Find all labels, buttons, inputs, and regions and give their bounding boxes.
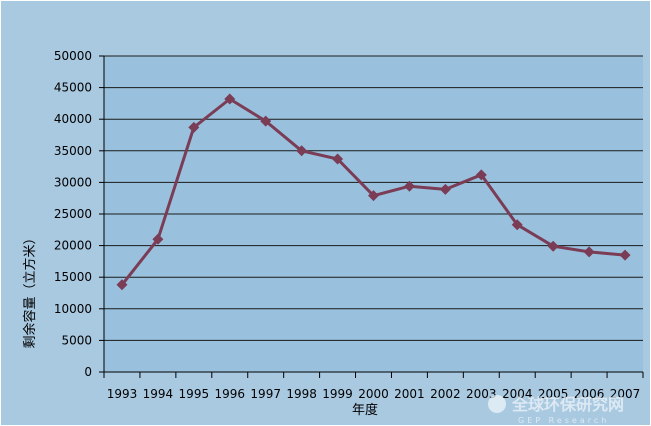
x-tick-label: 2003 <box>466 387 497 401</box>
data-point-marker <box>152 233 164 245</box>
y-tick-label: 5000 <box>61 333 92 347</box>
y-tick-label: 30000 <box>54 175 92 189</box>
x-tick-label: 2005 <box>538 387 569 401</box>
y-tick-label: 35000 <box>54 144 92 158</box>
y-axis-title: 剩余容量（立方米） <box>22 231 38 348</box>
y-tick-label: 25000 <box>54 207 92 221</box>
data-point-marker <box>116 279 128 291</box>
data-point-marker <box>619 249 631 261</box>
x-tick-label: 1996 <box>214 387 245 401</box>
x-axis-title: 年度 <box>352 402 378 418</box>
x-tick-label: 2004 <box>502 387 533 401</box>
y-tick-label: 15000 <box>54 270 92 284</box>
x-tick-label: 2006 <box>574 387 605 401</box>
x-tick-label: 1998 <box>286 387 317 401</box>
data-point-marker <box>439 183 451 195</box>
x-tick-label: 1995 <box>179 387 210 401</box>
x-tick-label: 2002 <box>430 387 461 401</box>
watermark: 全球环保研究网 GEP Research <box>488 395 624 425</box>
x-tick-label: 2007 <box>610 387 641 401</box>
data-point-marker <box>475 169 487 181</box>
watermark-text-cn: 全球环保研究网 <box>511 395 624 414</box>
y-tick-label: 0 <box>84 365 92 379</box>
watermark-text-en: GEP Research <box>518 416 609 425</box>
x-tick-label: 2000 <box>358 387 389 401</box>
x-tick-label: 2001 <box>394 387 425 401</box>
x-tick-label: 1999 <box>322 387 353 401</box>
data-point-marker <box>368 190 379 202</box>
y-tick-label: 20000 <box>54 239 92 253</box>
series-markers <box>116 93 631 291</box>
y-tick-label: 10000 <box>54 302 92 316</box>
y-tick-label: 45000 <box>54 81 92 95</box>
data-point-marker <box>403 180 415 192</box>
y-axis-ticks: 0 5000 10000 15000 20000 25000 30000 35000 40000… <box>54 49 105 379</box>
x-tick-label: 1994 <box>143 387 174 401</box>
data-point-marker <box>260 115 272 127</box>
data-point-marker <box>188 121 200 133</box>
y-tick-label: 50000 <box>54 49 92 63</box>
data-point-marker <box>224 93 236 105</box>
data-point-marker <box>332 153 344 165</box>
watermark-logo <box>488 395 506 413</box>
data-point-marker <box>547 240 559 252</box>
x-tick-label: 1993 <box>107 387 138 401</box>
x-tick-label: 1997 <box>250 387 281 401</box>
x-axis-ticks: 1993 1994 1995 1996 1997 1998 1999 2000 2001 2002… <box>103 371 644 401</box>
data-point-marker <box>296 145 308 157</box>
data-point-marker <box>511 219 523 231</box>
y-tick-label: 40000 <box>54 112 92 126</box>
data-point-marker <box>583 246 595 258</box>
